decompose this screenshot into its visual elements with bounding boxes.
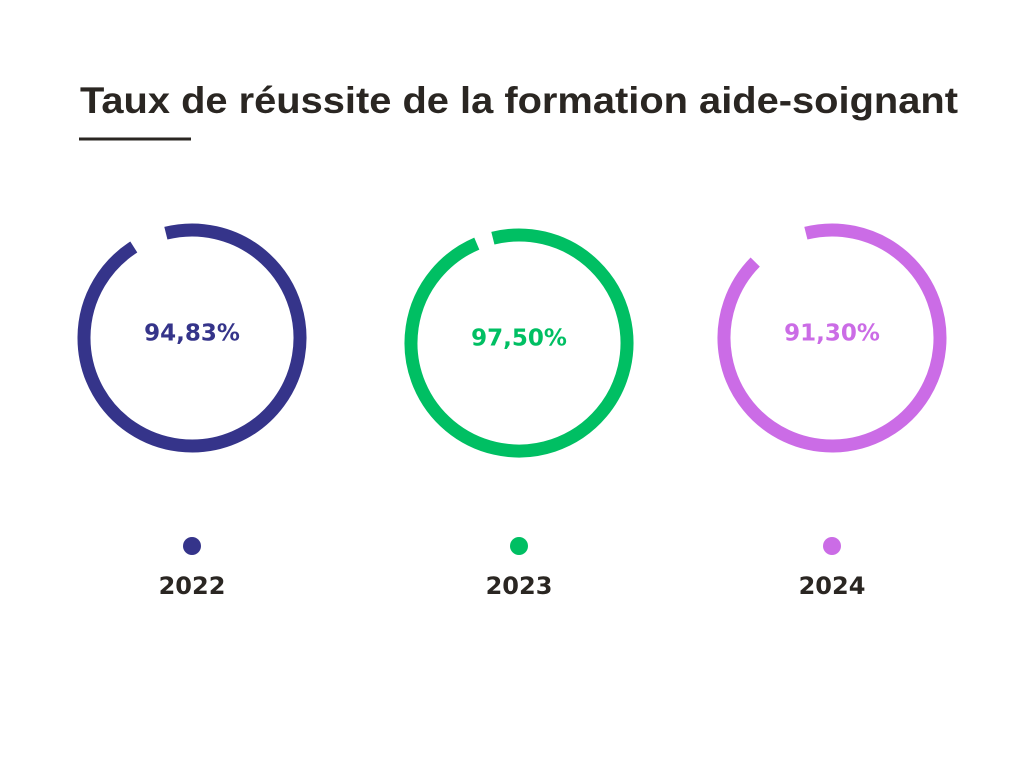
chart-title: Taux de réussite de la formation aide-so… xyxy=(80,80,958,121)
category-label: 2022 xyxy=(159,572,226,600)
ring-arc xyxy=(404,228,634,458)
ring-arc xyxy=(77,223,307,453)
category-label: 2024 xyxy=(799,572,866,600)
ring-arc xyxy=(717,223,947,453)
value-label: 91,30% xyxy=(784,321,880,347)
legend-dot xyxy=(510,537,528,555)
legend-dot xyxy=(183,537,201,555)
category-label: 2023 xyxy=(486,572,553,600)
value-label: 97,50% xyxy=(471,326,567,352)
value-label: 94,83% xyxy=(144,321,240,347)
legend-dot xyxy=(823,537,841,555)
